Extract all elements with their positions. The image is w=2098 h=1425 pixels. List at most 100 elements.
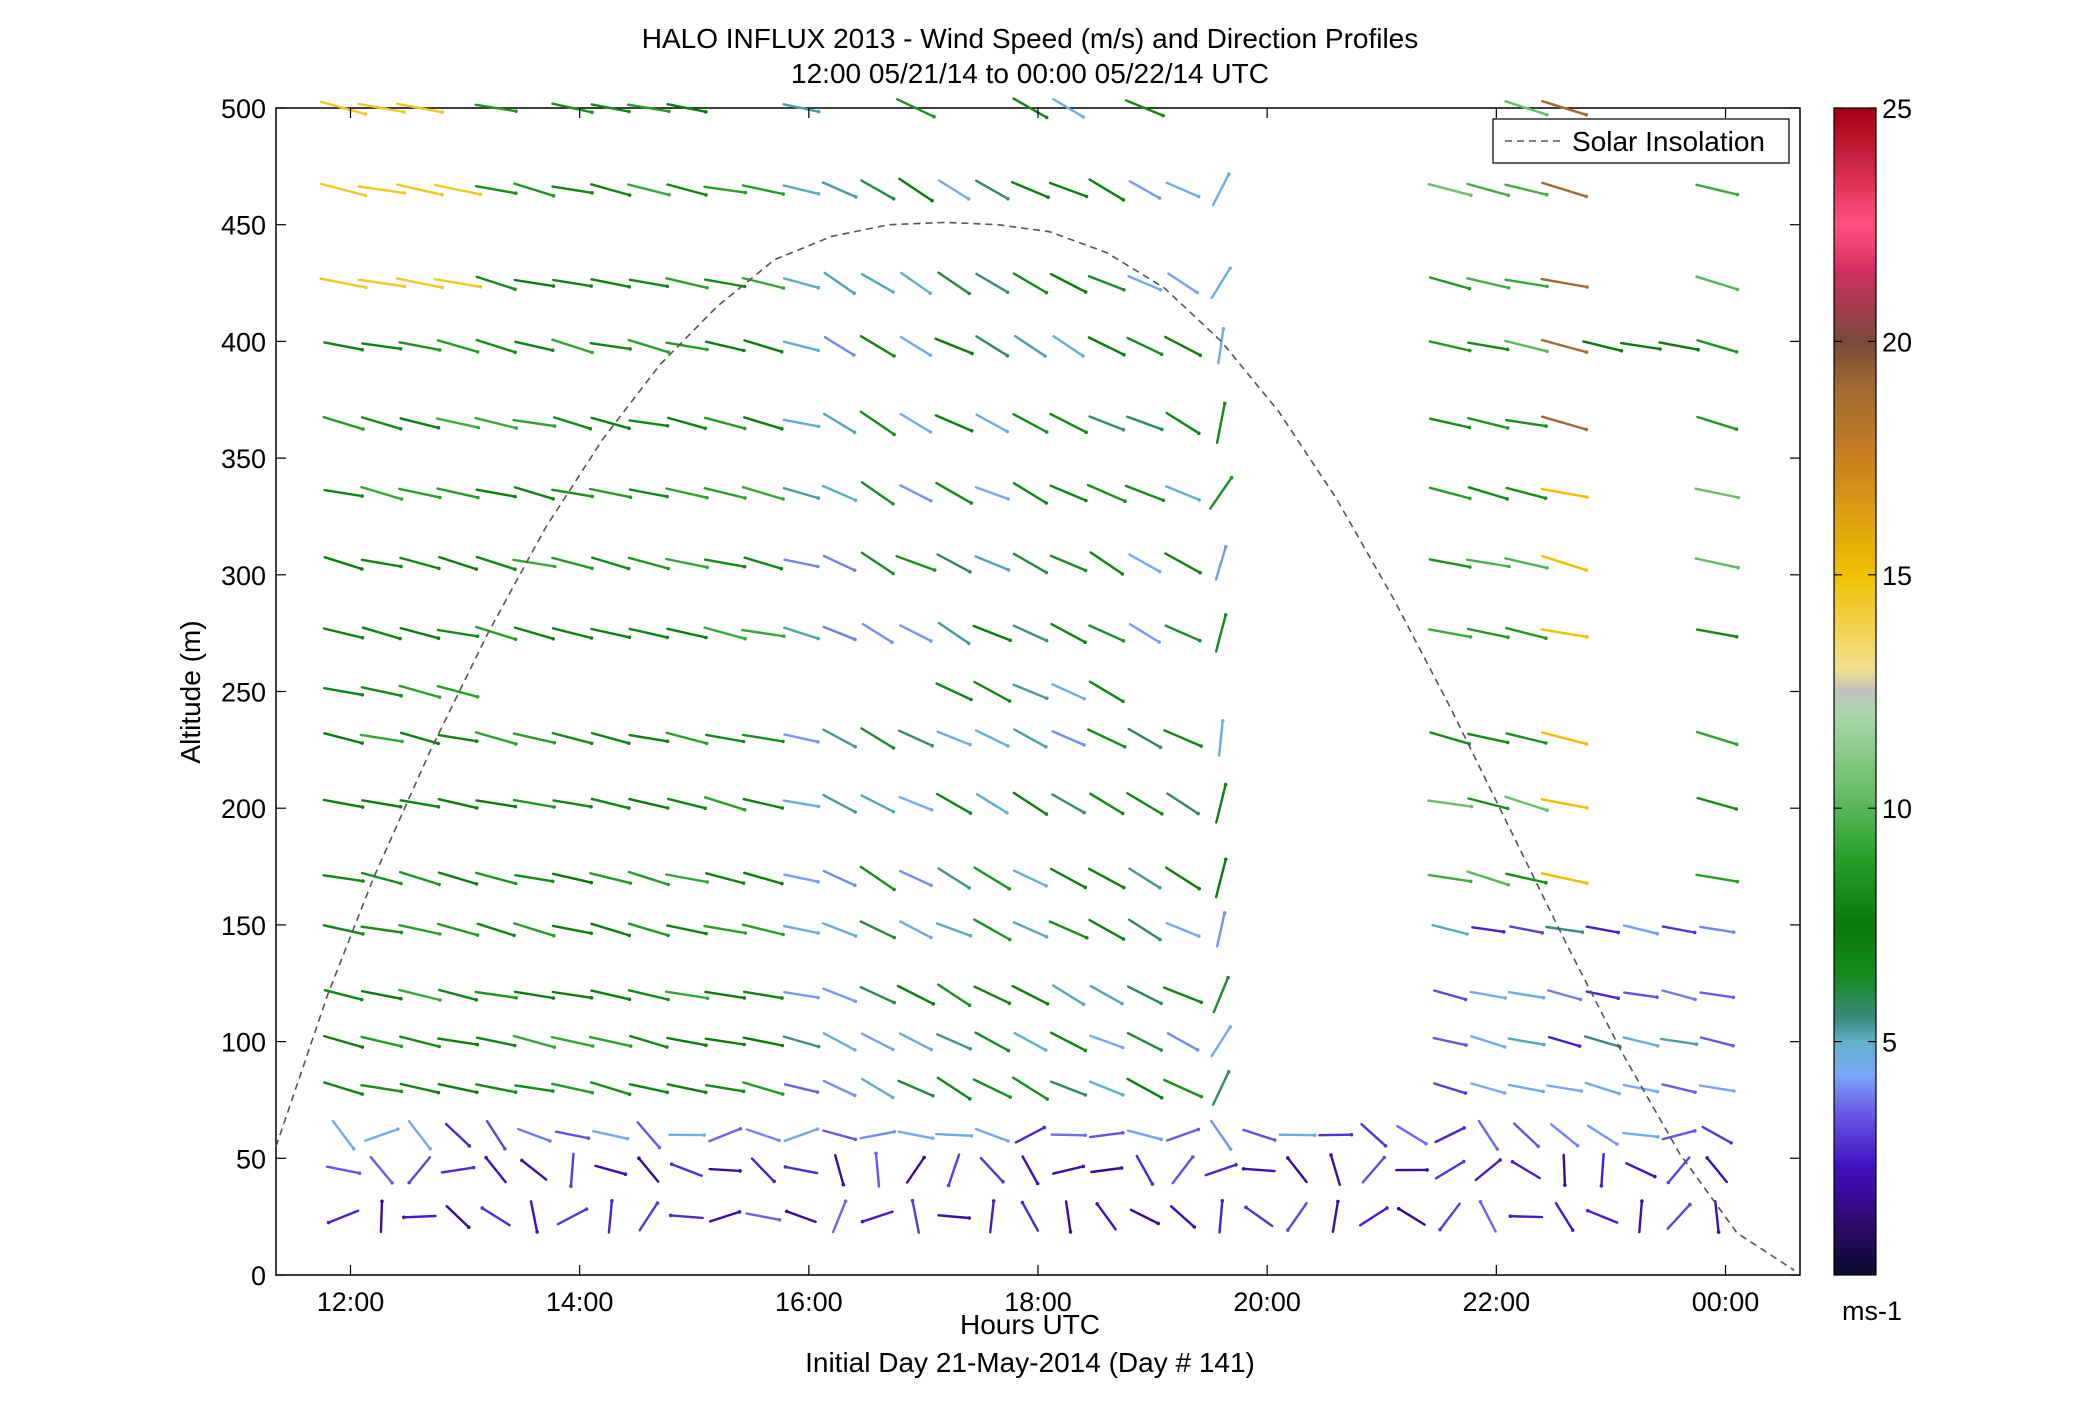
wind-barb	[1012, 97, 1048, 119]
wind-barb-tip	[781, 739, 785, 744]
solar-insolation-curve	[275, 221, 1795, 1271]
wind-barb	[590, 1081, 631, 1096]
wind-barb-tip	[780, 427, 784, 431]
wind-barb-tip	[890, 640, 894, 644]
wind-barb-tip	[514, 426, 519, 430]
wind-barb-tip	[1585, 635, 1589, 639]
wind-barb-tip	[742, 564, 747, 569]
wind-barb	[399, 1082, 440, 1094]
wind-barb-tip	[1085, 935, 1089, 940]
wind-barb	[1619, 341, 1662, 351]
colorbar: 5 10 15 20 25 ms-1	[1833, 94, 1912, 1326]
wind-barb	[859, 986, 896, 1004]
wind-barb-tip	[1044, 745, 1048, 749]
x-tick-label: 00:00	[1692, 1287, 1760, 1317]
wind-barb-tip	[360, 347, 365, 352]
wind-barb	[1165, 921, 1201, 938]
wind-barb	[1127, 727, 1162, 749]
wind-barb	[474, 416, 518, 430]
wind-barb-tip	[1081, 115, 1085, 119]
wind-barb-tip	[1463, 997, 1468, 1002]
wind-barb-tip	[665, 635, 670, 640]
wind-barb	[1504, 418, 1548, 428]
wind-barb	[783, 873, 820, 883]
wind-barb	[1507, 991, 1545, 999]
wind-barb-tip	[627, 109, 631, 114]
wind-barb-tip	[1506, 193, 1511, 198]
wind-barb-tip	[1468, 879, 1473, 884]
wind-barb	[1695, 730, 1739, 746]
wind-barb	[589, 872, 632, 885]
wind-barb-tip	[665, 806, 670, 810]
wind-barb	[398, 988, 442, 1002]
wind-barb	[1477, 1119, 1499, 1151]
wind-barb-tip	[705, 495, 709, 500]
wind-barb	[1428, 486, 1472, 500]
wind-barb	[590, 989, 631, 1001]
wind-barb	[783, 1127, 819, 1143]
wind-barb	[831, 1199, 847, 1234]
wind-barb	[481, 1206, 511, 1227]
wind-barb	[1012, 413, 1048, 434]
wind-barb-tip	[1468, 348, 1472, 353]
wind-barb-tip	[704, 193, 708, 197]
wind-barb	[745, 1212, 781, 1222]
wind-barb	[1204, 1163, 1238, 1177]
wind-barb-tip	[1578, 997, 1583, 1002]
wind-barb	[1126, 415, 1164, 431]
wind-barb-tip	[589, 636, 594, 640]
wind-barb	[402, 1214, 437, 1219]
wind-barb-tip	[586, 1136, 591, 1140]
wind-barb-tip	[853, 1048, 857, 1052]
wind-barb-tip	[891, 571, 895, 576]
wind-barb	[899, 484, 933, 502]
wind-barb-tip	[1044, 812, 1049, 816]
wind-barb	[1011, 1076, 1049, 1101]
wind-barb-tip	[665, 424, 670, 428]
wind-barb-tip	[360, 636, 365, 640]
wind-barb-tip	[467, 1144, 472, 1148]
wind-barb	[552, 799, 593, 808]
wind-barb	[861, 1032, 894, 1051]
wind-barb	[704, 990, 746, 1000]
y-tick-label: 150	[221, 911, 266, 941]
wind-barb	[741, 628, 785, 638]
wind-barb	[1360, 1122, 1387, 1148]
wind-barb-tip	[380, 1199, 384, 1204]
wind-barb	[475, 488, 517, 498]
wind-barb	[898, 795, 933, 812]
wind-barb-tip	[1655, 995, 1659, 999]
wind-barb-tip	[668, 1213, 673, 1218]
wind-barb	[1086, 728, 1126, 748]
wind-barb	[361, 342, 402, 350]
wind-barb-tip	[1121, 1093, 1125, 1097]
wind-barb-tip	[969, 501, 974, 505]
wind-barb	[1467, 341, 1509, 351]
wind-barb	[821, 922, 857, 938]
wind-barb-tip	[966, 197, 971, 201]
wind-barb	[947, 1153, 961, 1187]
wind-barb-tip	[1081, 354, 1085, 358]
wind-barb	[973, 866, 1011, 890]
wind-barb	[1049, 554, 1087, 572]
wind-barb-tip	[666, 882, 670, 887]
wind-barb	[475, 555, 517, 571]
wind-barb-tip	[928, 430, 933, 434]
wind-barb	[783, 558, 819, 568]
wind-barb-tip	[399, 1044, 404, 1049]
wind-barb-tip	[966, 641, 971, 646]
wind-barb-tip	[1005, 429, 1010, 434]
wind-barb	[899, 869, 933, 887]
wind-barb	[357, 278, 406, 288]
wind-barb	[1699, 1036, 1735, 1047]
wind-barb	[1215, 783, 1227, 824]
wind-barb	[1507, 1083, 1545, 1093]
wind-barb-tip	[627, 635, 632, 640]
wind-barb	[935, 1132, 973, 1138]
wind-barb	[322, 798, 364, 809]
wind-barb-tip	[428, 1147, 433, 1151]
wind-barb-tip	[704, 635, 708, 640]
wind-barb-tip	[741, 739, 746, 744]
wind-barb	[782, 924, 820, 935]
wind-barb	[936, 1033, 972, 1051]
